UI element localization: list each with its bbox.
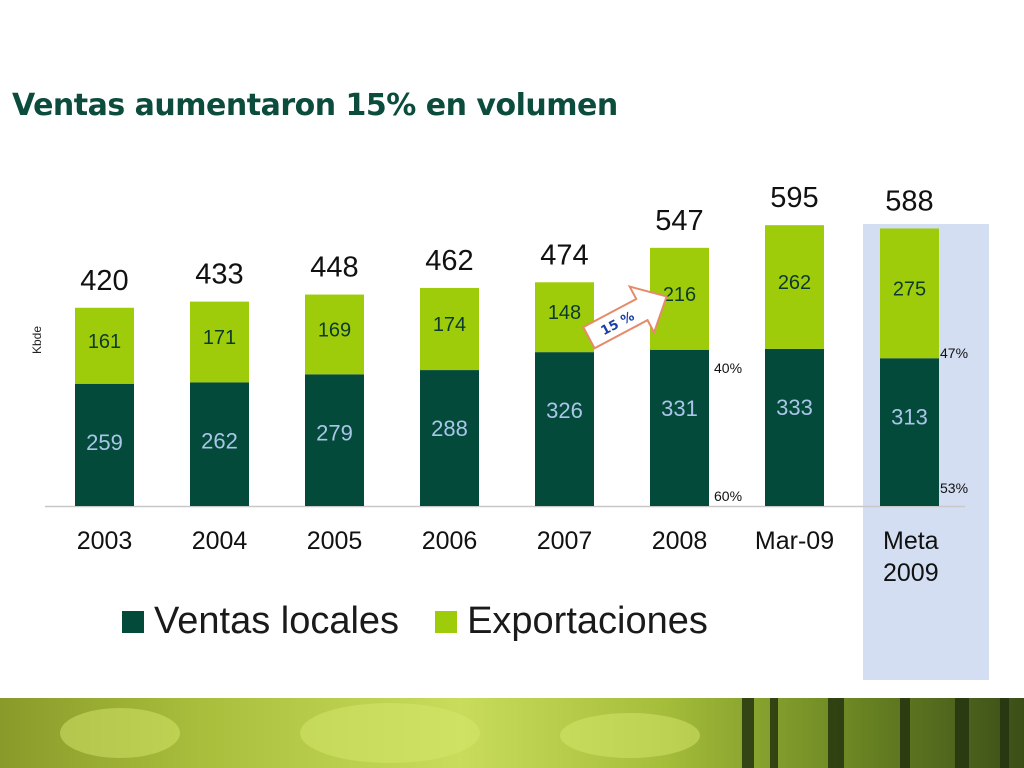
share-label-local-meta: 53% xyxy=(940,480,968,496)
data-label-local: 326 xyxy=(546,398,583,423)
data-label-exports: 262 xyxy=(778,272,811,294)
data-label-exports: 171 xyxy=(203,327,236,349)
data-label-exports: 169 xyxy=(318,319,351,341)
data-label-total: 547 xyxy=(655,205,703,237)
decorative-forest-banner xyxy=(0,698,1024,768)
bar-exports xyxy=(880,228,939,359)
x-tick-label: 2003 xyxy=(77,527,133,555)
bar-local xyxy=(305,374,364,506)
bar-exports xyxy=(190,301,249,383)
x-tick-label: 2006 xyxy=(422,527,478,555)
stacked-bar-chart: Kbde 259 161 420 2003 262 171 433 2004 279 169 448 2… xyxy=(30,182,989,680)
legend-item-exports: Exportaciones xyxy=(435,600,708,643)
y-axis-label: Kbde xyxy=(30,326,44,354)
data-label-local: 262 xyxy=(201,428,238,453)
data-label-total: 588 xyxy=(885,185,933,217)
x-tick-label: Mar-09 xyxy=(755,527,834,555)
data-label-total: 462 xyxy=(425,245,473,277)
data-label-total: 474 xyxy=(540,239,588,271)
data-label-total: 448 xyxy=(310,252,358,284)
bar-local xyxy=(765,348,824,506)
legend-label-local: Ventas locales xyxy=(154,600,400,642)
arrow-shape xyxy=(581,285,668,350)
x-tick-label: 2009 xyxy=(883,559,939,587)
x-tick-label: 2008 xyxy=(652,527,708,555)
chart-legend: Ventas locales Exportaciones xyxy=(122,600,744,643)
data-label-local: 313 xyxy=(891,404,928,429)
bar-local xyxy=(420,370,479,506)
bar-exports xyxy=(75,307,134,384)
data-label-exports: 161 xyxy=(88,331,121,353)
x-tick-label: 2005 xyxy=(307,527,363,555)
data-label-exports: 216 xyxy=(663,284,696,306)
x-tick-label: Meta xyxy=(883,527,939,555)
data-label-total: 433 xyxy=(195,259,243,291)
bar-exports xyxy=(420,287,479,371)
legend-label-exports: Exportaciones xyxy=(467,600,708,642)
share-label-local-2008: 60% xyxy=(714,488,742,504)
bar-exports xyxy=(765,225,824,349)
x-tick-label: 2004 xyxy=(192,527,248,555)
data-label-total: 595 xyxy=(770,182,818,214)
bar-local xyxy=(75,383,134,506)
bar-local xyxy=(535,352,594,506)
legend-swatch-exports xyxy=(435,610,458,633)
data-label-local: 333 xyxy=(776,395,813,420)
bar-local xyxy=(650,349,709,506)
data-label-exports: 174 xyxy=(433,314,466,336)
data-label-total: 420 xyxy=(80,265,128,297)
data-label-exports: 275 xyxy=(893,278,926,300)
slide-title: Ventas aumentaron 15% en volumen xyxy=(12,88,618,123)
share-label-exports-2008: 40% xyxy=(714,360,742,376)
data-label-local: 259 xyxy=(86,430,123,455)
legend-item-local: Ventas locales xyxy=(122,600,399,643)
legend-swatch-local xyxy=(122,610,144,633)
share-label-exports-meta: 47% xyxy=(940,345,968,361)
bar-exports xyxy=(535,282,594,353)
data-label-local: 279 xyxy=(316,420,353,445)
bar-local xyxy=(880,358,939,506)
data-label-exports: 148 xyxy=(548,302,581,324)
x-tick-label: 2007 xyxy=(537,527,593,555)
data-label-local: 288 xyxy=(431,416,468,441)
data-label-local: 331 xyxy=(661,396,698,421)
bar-local xyxy=(190,382,249,506)
bar-exports xyxy=(305,294,364,375)
